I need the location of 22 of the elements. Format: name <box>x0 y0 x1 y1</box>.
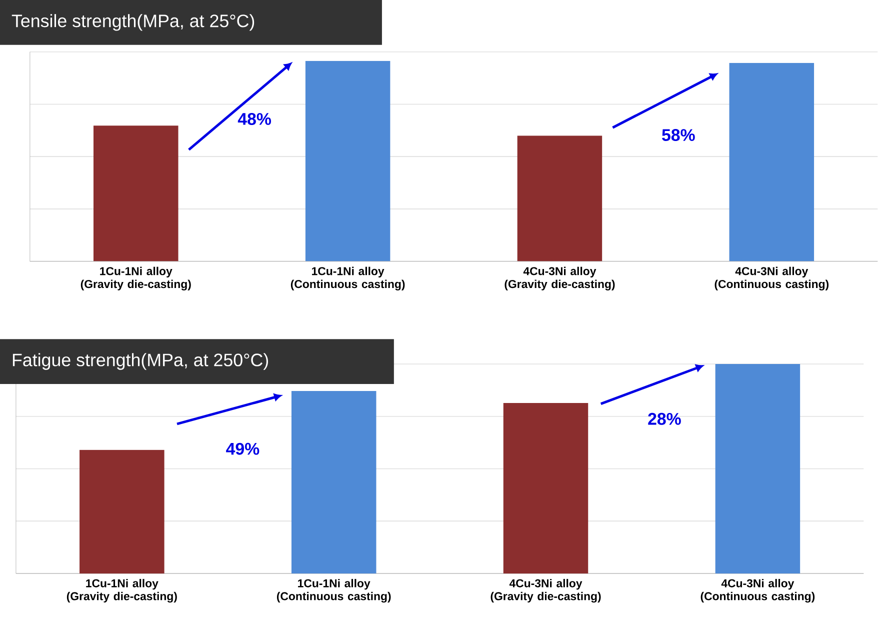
x-tick-label: 4Cu-3Ni alloy (Continuous casting) <box>714 266 829 290</box>
annotation: 28% <box>648 412 681 425</box>
x-tick-label: 1Cu-1Ni alloy (Gravity die-casting) <box>80 266 191 290</box>
bar <box>715 364 800 574</box>
bar <box>517 136 602 262</box>
annotation: 48% <box>238 112 272 125</box>
x-tick-label: 4Cu-3Ni alloy (Continuous casting) <box>700 578 815 602</box>
chart-title: Fatigue strength(MPa, at 250°C) <box>12 353 268 370</box>
bar <box>503 402 588 574</box>
bar <box>729 62 814 262</box>
bar <box>291 390 376 574</box>
x-tick-label: 1Cu-1Ni alloy (Continuous casting) <box>290 266 405 290</box>
bar <box>305 60 390 262</box>
x-tick-label: 4Cu-3Ni alloy (Gravity die-casting) <box>504 266 615 290</box>
x-tick-label: 1Cu-1Ni alloy (Gravity die-casting) <box>66 578 177 602</box>
bar <box>93 125 178 262</box>
bar <box>80 450 164 574</box>
annotation: 58% <box>662 128 695 141</box>
x-tick-label: 1Cu-1Ni alloy (Continuous casting) <box>276 578 391 602</box>
annotation: 49% <box>226 442 260 455</box>
x-tick-label: 4Cu-3Ni alloy (Gravity die-casting) <box>490 578 601 602</box>
chart-title: Tensile strength(MPa, at 25°C) <box>12 14 254 31</box>
